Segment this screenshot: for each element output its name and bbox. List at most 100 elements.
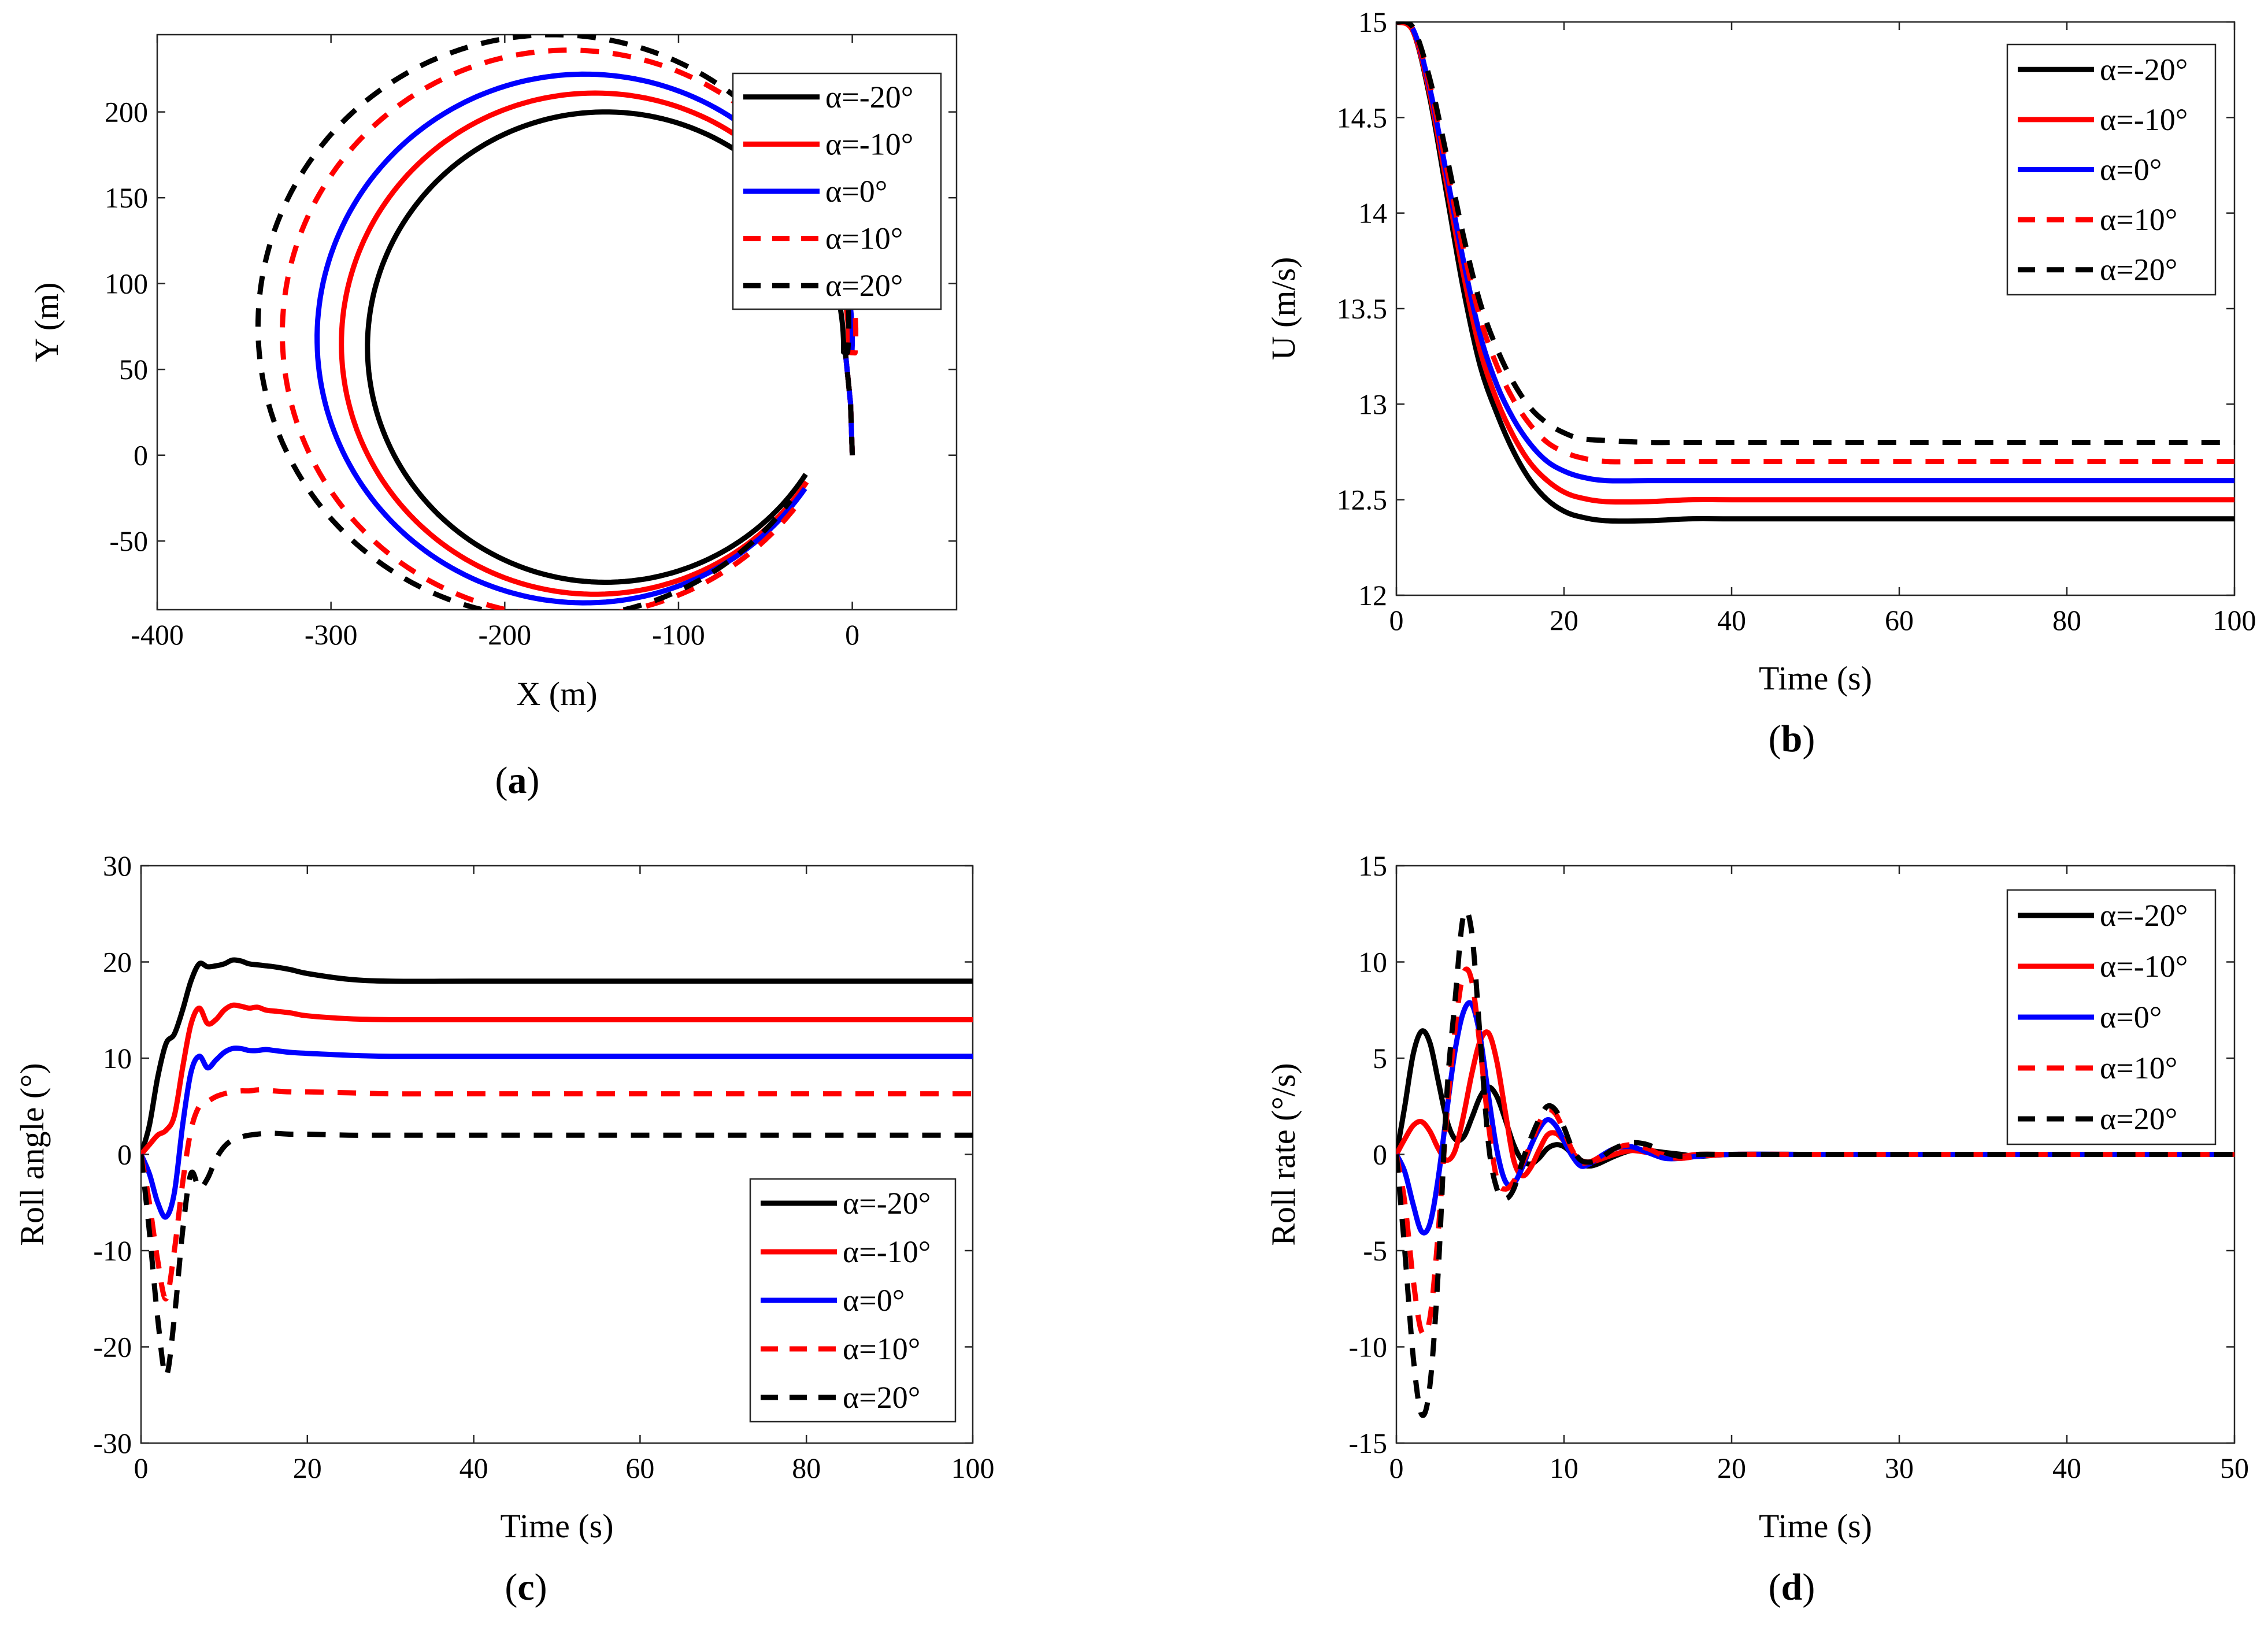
y-axis-label: U (m/s) [1265,257,1302,361]
y-tick-label: 30 [103,850,132,882]
x-tick-label: -300 [305,618,358,651]
y-tick-label: 100 [105,268,148,300]
panel-a: -400 -300 -200 -100 0 -50 0 50 100 150 200 X (m) Y (… [28,34,958,802]
y-tick-label: 150 [105,181,148,214]
series-line-5 [141,1130,973,1378]
x-tick-label: 80 [2052,604,2081,636]
legend-label: α=20° [2100,253,2177,287]
panel-letter: c [517,1566,534,1608]
x-tick-label: 80 [792,1452,821,1484]
series-group [1396,22,2234,524]
series-group [1396,908,2234,1418]
y-tick-label: -50 [109,525,148,557]
x-tick-label: 20 [293,1452,322,1484]
y-tick-label: -10 [1348,1331,1387,1363]
legend-label: α=20° [843,1380,920,1415]
y-tick-label: 0 [1373,1139,1387,1171]
legend-label: α=-10° [825,127,913,161]
series-line-1 [141,957,973,1155]
legend-label: α=-20° [2100,52,2188,87]
y-tick-label: 12.5 [1337,484,1388,516]
y-tick-label: -5 [1363,1234,1387,1267]
x-tick-label: 0 [1389,1452,1404,1484]
x-tick-label: -100 [652,618,705,651]
panel-d: 0 10 20 30 40 50 -15 -10 -5 0 5 10 15 Time (s) Roll ra… [1265,850,2249,1608]
panel-letter: a [508,759,527,802]
y-tick-label: 13 [1358,388,1387,420]
x-axis-label: Time (s) [1759,659,1872,697]
panel-letter: d [1781,1566,1803,1608]
legend-label: α=-20° [825,80,913,114]
legend-label: α=-20° [2100,898,2188,933]
y-tick-label: 5 [1373,1042,1387,1074]
panel-label: (b) [1769,718,1815,760]
legend-label: α=10° [843,1332,920,1366]
x-tick-label: -400 [131,618,184,651]
legend-label: α=20° [2100,1102,2177,1136]
series-line-4 [1396,22,2234,465]
x-tick-label: 40 [2052,1452,2081,1484]
x-tick-label: 40 [1717,604,1746,636]
y-axis-label: Roll angle (°) [13,1063,51,1245]
x-tick-label: 50 [2220,1452,2249,1484]
y-tick-label: 200 [105,96,148,128]
x-tick-label: 40 [459,1452,488,1484]
y-tick-label: -20 [93,1331,132,1363]
series-group [141,957,973,1378]
x-tick-label: 30 [1885,1452,1914,1484]
y-tick-label: 14 [1358,197,1387,229]
legend-label: α=0° [2100,153,2162,187]
y-tick-label: -30 [93,1427,132,1459]
series-line-4 [141,1087,973,1301]
x-axis-label: X (m) [516,675,597,713]
legend-label: α=20° [825,268,903,303]
panel-c: 0 20 40 60 80 100 -30 -20 -10 0 10 20 30 Time (s) Roll… [13,850,995,1608]
panel-letter: b [1781,718,1803,760]
y-tick-label: 15 [1358,6,1387,38]
x-tick-label: -200 [478,618,531,651]
y-tick-label: 0 [117,1139,132,1171]
y-tick-label: -15 [1348,1427,1387,1459]
series-line-5 [1396,22,2234,446]
legend: α=-20° α=-10° α=0° α=10° α=20° [749,1178,957,1423]
y-tick-label: 10 [1358,946,1387,978]
y-tick-label: 10 [103,1042,132,1074]
y-tick-label: 20 [103,946,132,978]
y-tick-label: 0 [134,439,148,472]
series-line-5 [1396,908,2234,1418]
legend: α=-20° α=-10° α=0° α=10° α=20° [2006,889,2217,1145]
y-axis-label: Y (m) [28,283,65,362]
panel-label: (c) [505,1566,547,1608]
panel-label: (d) [1769,1566,1815,1608]
x-axis-label: Time (s) [1759,1507,1872,1545]
panel-label: (a) [495,759,540,802]
x-tick-label: 20 [1717,1452,1746,1484]
x-tick-label: 20 [1550,604,1578,636]
legend-label: α=-10° [843,1234,931,1269]
panel-b: 0 20 40 60 80 100 12 12.5 13 13.5 14 14.5 15 Time (s)… [1265,6,2256,760]
x-tick-label: 0 [1389,604,1404,636]
y-axis-label: Roll rate (°/s) [1265,1063,1302,1245]
x-tick-label: 0 [845,618,859,651]
x-tick-label: 10 [1550,1452,1578,1484]
legend: α=-20° α=-10° α=0° α=10° α=20° [2006,43,2217,296]
legend-label: α=10° [2100,1051,2177,1085]
legend-label: α=0° [825,174,887,209]
legend-label: α=-10° [2100,102,2188,137]
series-line-2 [141,1002,973,1156]
x-tick-label: 60 [1885,604,1914,636]
x-tick-label: 0 [134,1452,149,1484]
legend-label: α=-20° [843,1186,931,1221]
y-tick-label: 13.5 [1337,292,1388,325]
x-tick-label: 100 [951,1452,995,1484]
x-axis-label: Time (s) [500,1507,613,1545]
y-tick-label: -10 [93,1234,132,1267]
x-tick-label: 60 [625,1452,654,1484]
legend-label: α=10° [2100,202,2177,237]
y-tick-label: 15 [1358,850,1387,882]
series-line-3 [141,1045,973,1220]
y-tick-label: 50 [119,353,148,385]
legend-label: α=0° [843,1283,905,1318]
y-tick-label: 14.5 [1337,101,1388,134]
